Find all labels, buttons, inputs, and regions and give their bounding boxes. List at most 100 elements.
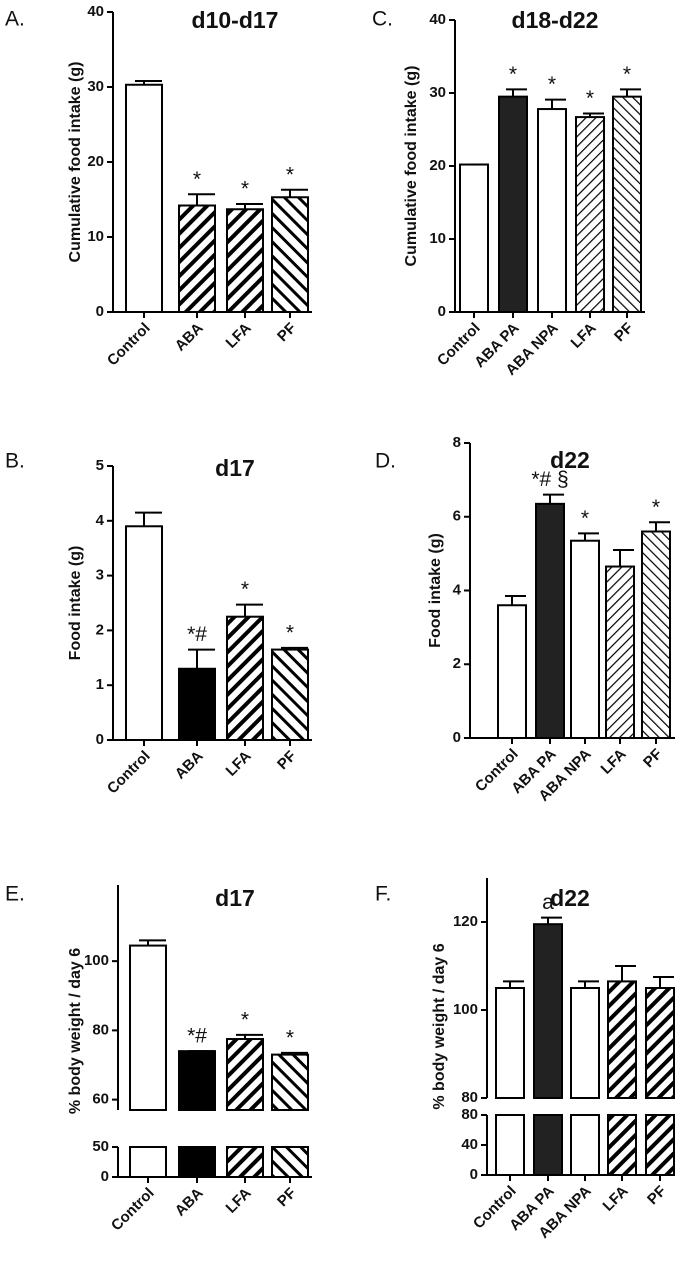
annotation: *#	[187, 1025, 207, 1048]
y-axis-label: % body weight / day 6	[67, 948, 84, 1114]
x-tick-label: LFA	[223, 748, 255, 780]
bar	[495, 987, 525, 1099]
chart-title: d18-d22	[512, 7, 599, 33]
panel-label: F.	[375, 883, 391, 906]
y-tick-label: 40	[429, 11, 446, 28]
bar	[612, 95, 642, 314]
y-tick-label: 30	[429, 84, 446, 101]
bar-lower	[495, 1114, 525, 1176]
y-tick-label: 20	[87, 153, 104, 170]
y-axis-label: Food intake (g)	[67, 546, 84, 661]
annotation: *#	[187, 623, 207, 646]
y-tick-label: 80	[92, 1021, 109, 1038]
y-tick-label: 0	[101, 1168, 109, 1185]
x-tick-label: PF	[611, 320, 637, 346]
y-tick-label: 2	[96, 621, 104, 638]
bar	[570, 539, 600, 739]
x-tick-label: PF	[640, 746, 666, 772]
annotation: *	[652, 496, 660, 519]
y-tick-label: 0	[453, 729, 461, 746]
bar-lower	[533, 1114, 563, 1176]
bar	[271, 196, 309, 313]
y-tick-label: 60	[92, 1091, 109, 1108]
bar	[497, 604, 527, 739]
bar	[607, 980, 637, 1100]
bar	[125, 525, 163, 742]
y-tick-label: 5	[96, 457, 104, 474]
bar	[641, 530, 671, 739]
y-tick-label: 100	[84, 952, 109, 969]
y-tick-label: 120	[453, 913, 478, 930]
chart-title: d10-d17	[192, 7, 279, 33]
x-tick-label: Control	[108, 1185, 158, 1235]
panel-label: C.	[372, 8, 393, 31]
annotation: *	[193, 168, 201, 191]
bar	[178, 667, 216, 742]
bar	[498, 95, 528, 314]
chart-title: d22	[550, 885, 590, 911]
panel-label: D.	[375, 450, 396, 473]
y-tick-label: 4	[453, 581, 462, 598]
annotation: *	[286, 1026, 294, 1049]
y-tick-label: 80	[461, 1106, 478, 1123]
panel-label: A.	[5, 8, 25, 31]
y-tick-label: 10	[429, 230, 446, 247]
y-axis-label: Food intake (g)	[427, 533, 444, 648]
bar	[178, 204, 216, 313]
bar	[226, 208, 264, 313]
x-tick-label: PF	[274, 320, 300, 346]
x-tick-label: ABA	[172, 319, 207, 354]
bar	[271, 648, 309, 742]
bar	[125, 83, 163, 313]
x-tick-label: LFA	[223, 320, 255, 352]
annotation: *	[286, 163, 294, 186]
bar	[129, 944, 167, 1111]
annotation: *	[286, 621, 294, 644]
x-tick-label: LFA	[223, 1185, 255, 1217]
bar-lower	[178, 1146, 216, 1178]
annotation: *	[509, 63, 517, 86]
annotation: *	[548, 73, 556, 96]
y-tick-label: 0	[96, 303, 104, 320]
bar	[459, 163, 489, 313]
x-tick-label: PF	[644, 1183, 670, 1209]
y-tick-label: 10	[87, 228, 104, 245]
y-tick-label: 40	[87, 3, 104, 20]
y-tick-label: 100	[453, 1001, 478, 1018]
y-tick-label: 2	[453, 655, 461, 672]
y-tick-label: 3	[96, 567, 104, 584]
annotation: *	[581, 507, 589, 530]
y-axis-label: % body weight / day 6	[431, 943, 448, 1109]
panel-label: E.	[5, 883, 25, 906]
y-tick-label: 6	[453, 508, 461, 525]
y-tick-label: 40	[461, 1136, 478, 1153]
y-tick-label: 0	[470, 1166, 478, 1183]
bar	[533, 923, 563, 1100]
annotation: *	[586, 87, 594, 110]
y-tick-label: 8	[453, 434, 461, 451]
x-tick-label: ABA	[172, 1184, 207, 1219]
x-tick-label: LFA	[568, 320, 600, 352]
bar	[570, 987, 600, 1099]
y-tick-label: 20	[429, 157, 446, 174]
y-tick-label: 50	[92, 1138, 109, 1155]
x-tick-label: ABA	[172, 747, 207, 782]
x-tick-label: Control	[104, 748, 154, 798]
annotation: *	[241, 1008, 249, 1031]
y-tick-label: 0	[438, 303, 446, 320]
x-tick-label: PF	[274, 1185, 300, 1211]
annotation: *	[623, 63, 631, 86]
y-axis-label: Cumulative food intake (g)	[67, 62, 84, 263]
bar	[178, 1050, 216, 1111]
bar	[645, 987, 675, 1099]
bar	[226, 1038, 264, 1111]
bar-lower	[607, 1114, 637, 1176]
y-tick-label: 80	[461, 1089, 478, 1106]
bar-lower	[226, 1146, 264, 1178]
bar-lower	[570, 1114, 600, 1176]
panel-label: B.	[5, 450, 25, 473]
y-tick-label: 30	[87, 78, 104, 95]
x-tick-label: LFA	[598, 746, 630, 778]
annotation: *	[241, 178, 249, 201]
y-tick-label: 0	[96, 731, 104, 748]
